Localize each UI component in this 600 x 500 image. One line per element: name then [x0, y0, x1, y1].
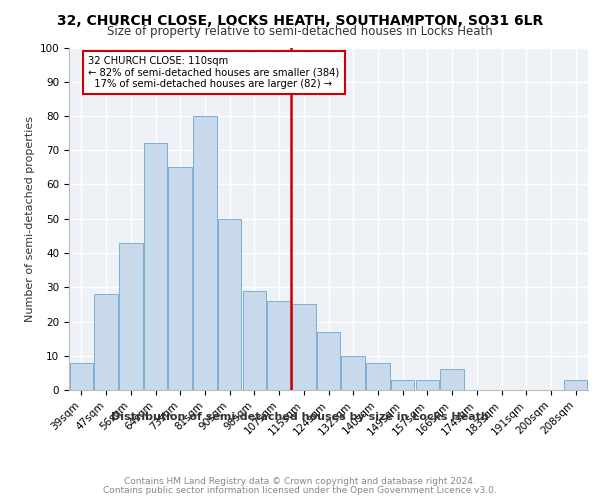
Bar	[391, 380, 415, 390]
Text: 32, CHURCH CLOSE, LOCKS HEATH, SOUTHAMPTON, SO31 6LR: 32, CHURCH CLOSE, LOCKS HEATH, SOUTHAMPT…	[57, 14, 543, 28]
Bar	[70, 362, 93, 390]
Bar	[317, 332, 340, 390]
Y-axis label: Number of semi-detached properties: Number of semi-detached properties	[25, 116, 35, 322]
Bar	[440, 370, 464, 390]
Bar	[341, 356, 365, 390]
Bar	[218, 219, 241, 390]
Bar	[268, 301, 291, 390]
Bar	[416, 380, 439, 390]
Bar	[193, 116, 217, 390]
Text: Size of property relative to semi-detached houses in Locks Heath: Size of property relative to semi-detach…	[107, 25, 493, 38]
Bar	[144, 144, 167, 390]
Text: Contains public sector information licensed under the Open Government Licence v3: Contains public sector information licen…	[103, 486, 497, 495]
Bar	[169, 168, 192, 390]
Bar	[242, 290, 266, 390]
Text: 32 CHURCH CLOSE: 110sqm
← 82% of semi-detached houses are smaller (384)
  17% of: 32 CHURCH CLOSE: 110sqm ← 82% of semi-de…	[88, 56, 340, 90]
Bar	[292, 304, 316, 390]
Bar	[366, 362, 389, 390]
Bar	[119, 242, 143, 390]
Bar	[94, 294, 118, 390]
Bar	[564, 380, 587, 390]
Text: Contains HM Land Registry data © Crown copyright and database right 2024.: Contains HM Land Registry data © Crown c…	[124, 477, 476, 486]
Text: Distribution of semi-detached houses by size in Locks Heath: Distribution of semi-detached houses by …	[111, 412, 489, 422]
